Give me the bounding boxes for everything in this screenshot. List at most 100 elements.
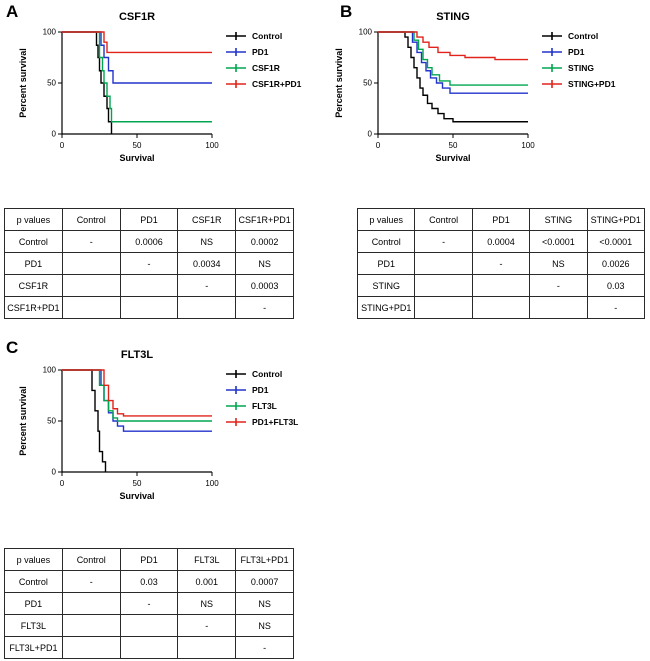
x-tick-label: 50 bbox=[133, 141, 142, 150]
pvalue-row-label: PD1 bbox=[4, 252, 63, 275]
pvalue-cell bbox=[119, 296, 179, 319]
pvalue-cell bbox=[61, 296, 121, 319]
pvalue-table-header-row: p values Control PD1 STING STING+PD1 bbox=[356, 208, 646, 231]
pvalue-cell: - bbox=[586, 296, 646, 319]
pvalue-cell: - bbox=[61, 570, 121, 593]
pvalue-table-row: PD1- NS NS bbox=[4, 592, 294, 615]
panel-letter-A: A bbox=[6, 2, 19, 21]
pvalue-table-B: p values Control PD1 STING STING+PD1 Control -… bbox=[356, 208, 646, 319]
legend-label: Control bbox=[252, 31, 282, 41]
legend-marker bbox=[226, 402, 246, 410]
pvalue-cell: <0.0001 bbox=[529, 230, 588, 253]
x-tick-label: 0 bbox=[60, 141, 65, 150]
pvalue-table-header-cell: Control bbox=[61, 548, 121, 571]
legend-label: PD1 bbox=[252, 385, 269, 395]
pvalue-cell: 0.03 bbox=[119, 570, 179, 593]
pvalue-table-row: STING+PD1 - bbox=[356, 296, 646, 319]
pvalue-table-header-cell: CSF1R+PD1 bbox=[235, 208, 294, 231]
pvalue-table-header-cell: PD1 bbox=[471, 208, 531, 231]
x-axis-label: Survival bbox=[119, 153, 154, 163]
pvalue-table-header-cell: STING bbox=[529, 208, 588, 231]
survival-curve bbox=[378, 31, 528, 123]
legend-label: PD1 bbox=[252, 47, 269, 57]
pvalue-table-header-cell: Control bbox=[61, 208, 121, 231]
pvalue-cell: - bbox=[177, 614, 237, 637]
y-tick-label: 50 bbox=[47, 417, 56, 426]
x-tick-label: 100 bbox=[205, 141, 219, 150]
y-tick-label: 0 bbox=[368, 130, 373, 139]
pvalue-cell bbox=[61, 636, 121, 659]
y-tick-label: 50 bbox=[363, 79, 372, 88]
x-tick-label: 50 bbox=[449, 141, 458, 150]
pvalue-cell bbox=[414, 296, 473, 319]
legend-marker bbox=[226, 80, 246, 88]
pvalue-row-label: PD1 bbox=[356, 252, 416, 275]
pvalue-cell: 0.0003 bbox=[235, 274, 294, 297]
survival-curve bbox=[62, 369, 212, 417]
legend-label: PD1+FLT3L bbox=[252, 417, 298, 427]
pvalue-table-row: FLT3L+PD1 - bbox=[4, 636, 294, 659]
pvalue-cell: - bbox=[119, 252, 179, 275]
pvalue-cell: NS bbox=[235, 592, 294, 615]
survival-curve bbox=[62, 31, 113, 134]
y-axis-label: Percent survival bbox=[18, 48, 28, 118]
pvalue-row-label: Control bbox=[356, 230, 416, 253]
pvalue-table-row: FLT3L - NS bbox=[4, 614, 294, 637]
pvalue-table-header-row: p values Control PD1 CSF1R CSF1R+PD1 bbox=[4, 208, 294, 231]
pvalue-cell bbox=[119, 614, 179, 637]
pvalue-cell: 0.0026 bbox=[586, 252, 646, 275]
pvalue-cell bbox=[177, 296, 237, 319]
survival-chart-C: FLT3L 0 50 100 0 50 100 Survival Percent surviva… bbox=[14, 344, 332, 511]
legend-label: PD1 bbox=[568, 47, 585, 57]
pvalue-cell bbox=[177, 636, 237, 659]
panel-letter-B: B bbox=[340, 2, 353, 21]
pvalue-cell bbox=[471, 296, 531, 319]
pvalue-cell: NS bbox=[235, 614, 294, 637]
survival-curve bbox=[378, 31, 528, 61]
pvalue-table-header-cell: FLT3L+PD1 bbox=[235, 548, 294, 571]
pvalue-cell: 0.001 bbox=[177, 570, 237, 593]
pvalue-table-row: Control -0.03 0.001 0.0007 bbox=[4, 570, 294, 593]
pvalue-table-row: PD1 -0.0034 NS bbox=[4, 252, 294, 275]
y-tick-label: 100 bbox=[43, 366, 57, 375]
pvalue-row-label: CSF1R+PD1 bbox=[4, 296, 63, 319]
pvalue-table-header-cell: PD1 bbox=[119, 548, 179, 571]
y-tick-label: 50 bbox=[47, 79, 56, 88]
y-tick-label: 0 bbox=[52, 130, 57, 139]
survival-curve bbox=[62, 369, 212, 432]
pvalue-cell: 0.0004 bbox=[471, 230, 531, 253]
x-tick-label: 100 bbox=[205, 479, 219, 488]
pvalue-cell: - bbox=[119, 592, 179, 615]
pvalue-cell: 0.0002 bbox=[235, 230, 294, 253]
pvalue-row-label: FLT3L bbox=[4, 614, 63, 637]
pvalue-table-header-cell: Control bbox=[414, 208, 473, 231]
legend-marker bbox=[542, 64, 562, 72]
x-tick-label: 100 bbox=[521, 141, 535, 150]
pvalue-cell bbox=[414, 252, 473, 275]
pvalue-cell: 0.0006 bbox=[119, 230, 179, 253]
pvalue-table-row: Control -0.0004 <0.0001 <0.0001 bbox=[356, 230, 646, 253]
pvalue-table-header-cell: STING+PD1 bbox=[586, 208, 646, 231]
pvalue-table-header-cell: CSF1R bbox=[177, 208, 237, 231]
pvalue-cell bbox=[61, 614, 121, 637]
chart-title: CSF1R bbox=[119, 11, 155, 23]
pvalue-table-row: CSF1R -0.0003 bbox=[4, 274, 294, 297]
pvalue-cell: - bbox=[529, 274, 588, 297]
legend-marker bbox=[226, 64, 246, 72]
survival-plot: FLT3L 0 50 100 0 50 100 Survival Percent surviva… bbox=[18, 349, 298, 501]
legend-marker bbox=[542, 80, 562, 88]
pvalue-row-label: STING+PD1 bbox=[356, 296, 416, 319]
pvalue-table-row: STING -0.03 bbox=[356, 274, 646, 297]
survival-curve bbox=[62, 31, 212, 123]
pvalue-row-label: PD1 bbox=[4, 592, 63, 615]
legend-label: Control bbox=[252, 369, 282, 379]
pvalue-cell: NS bbox=[177, 592, 237, 615]
pvalue-row-label: Control bbox=[4, 570, 63, 593]
legend-marker bbox=[226, 418, 246, 426]
pvalue-cell: - bbox=[61, 230, 121, 253]
y-tick-label: 100 bbox=[359, 28, 373, 37]
y-tick-label: 100 bbox=[43, 28, 57, 37]
survival-curve bbox=[378, 31, 528, 94]
pvalue-cell bbox=[471, 274, 531, 297]
pvalue-cell bbox=[61, 592, 121, 615]
